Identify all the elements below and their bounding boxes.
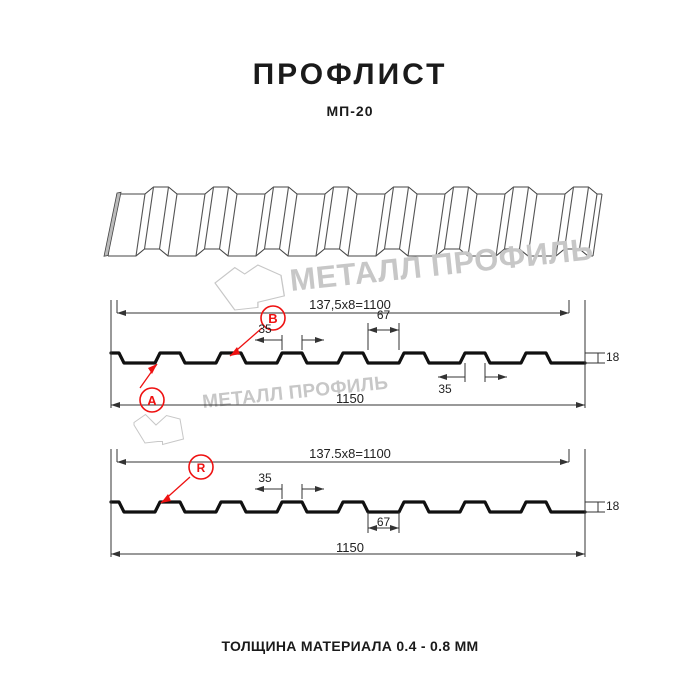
svg-text:R: R <box>197 461 206 475</box>
